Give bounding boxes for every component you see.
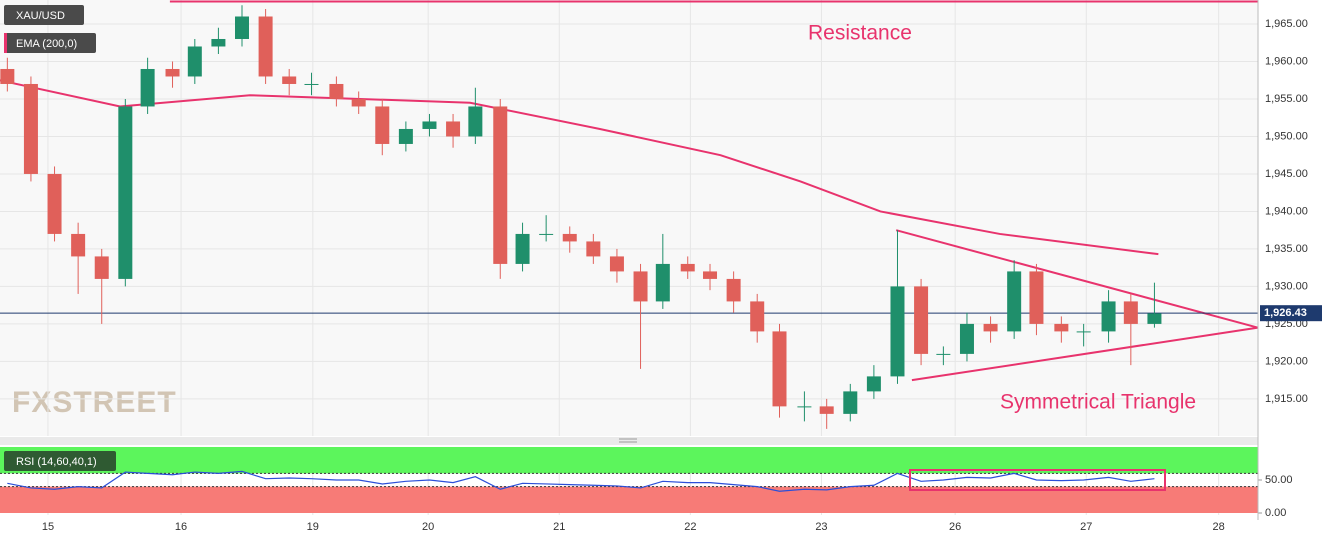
panel-divider[interactable]	[0, 437, 1258, 445]
candle-body	[983, 323, 998, 332]
y-tick-label: 0.00	[1265, 507, 1286, 519]
candle-body	[47, 173, 62, 234]
candle-body	[258, 16, 273, 77]
annotation: Resistance	[808, 22, 912, 45]
candle-body	[211, 38, 226, 47]
candle-body	[118, 106, 133, 279]
y-tick-label: 1,920.00	[1265, 355, 1308, 367]
candle-body	[633, 271, 648, 302]
y-tick-label: 1,930.00	[1265, 280, 1308, 292]
candle-body	[165, 68, 180, 77]
annotation: Symmetrical Triangle	[1000, 391, 1196, 414]
y-tick-label: 1,955.00	[1265, 93, 1308, 105]
candle-body	[351, 98, 366, 107]
indicator-label: EMA (200,0)	[16, 38, 77, 50]
candle-body	[1101, 301, 1116, 332]
candle-body	[282, 76, 297, 84]
trendline	[911, 326, 1259, 382]
symbol-badge[interactable]	[4, 5, 84, 25]
candle-body	[890, 286, 905, 377]
candle-body	[866, 376, 881, 392]
candle-body	[609, 256, 624, 272]
y-tick-label: 1,940.00	[1265, 205, 1308, 217]
candle-body	[235, 16, 250, 39]
candle-body	[726, 278, 741, 302]
candle-body	[304, 83, 319, 85]
x-tick-label: 15	[42, 521, 54, 533]
rsi-badge[interactable]	[4, 451, 116, 471]
y-tick-label: 1,915.00	[1265, 393, 1308, 405]
candle-body	[515, 233, 530, 264]
candle-body	[94, 256, 109, 279]
candle-body	[23, 83, 38, 174]
candle-body	[703, 271, 718, 279]
y-tick-label: 1,960.00	[1265, 55, 1308, 67]
indicator-swatch	[4, 33, 7, 53]
x-tick-label: 20	[422, 521, 434, 533]
candle-body	[539, 233, 554, 235]
candle-body	[914, 286, 929, 354]
candle-body	[655, 263, 670, 302]
candle-body	[71, 233, 86, 257]
highlight-box	[909, 469, 1166, 491]
candle-body	[843, 391, 858, 414]
candle-body	[446, 121, 461, 137]
candle-body	[936, 353, 951, 355]
y-tick-label: 50.00	[1265, 474, 1293, 486]
candle-body	[493, 106, 508, 264]
candle-body	[398, 128, 413, 144]
candle-body	[1029, 271, 1044, 324]
candle-body	[772, 331, 787, 407]
symbol: XAU/USD	[16, 10, 65, 22]
x-tick-label: 16	[175, 521, 187, 533]
candle-body	[422, 121, 437, 129]
indicator-badge[interactable]	[4, 33, 96, 53]
x-tick-label: 22	[684, 521, 696, 533]
x-tick-label: 21	[553, 521, 565, 533]
candle-body	[1076, 331, 1091, 333]
y-tick-label: 1,945.00	[1265, 168, 1308, 180]
ema-line	[0, 79, 1159, 256]
candle-body	[797, 406, 812, 408]
price-badge	[1260, 305, 1322, 322]
y-tick-label: 1,935.00	[1265, 243, 1308, 255]
x-tick-label: 28	[1213, 521, 1225, 533]
candle-body	[1123, 301, 1138, 324]
rsi-line	[7, 470, 1155, 492]
x-tick-label: 19	[307, 521, 319, 533]
candle-body	[375, 106, 390, 144]
candle-body	[468, 106, 483, 137]
candle-body	[329, 83, 344, 99]
x-tick-label: 27	[1080, 521, 1092, 533]
candle-body	[0, 68, 15, 84]
y-tick-label: 1,950.00	[1265, 130, 1308, 142]
x-tick-label: 26	[949, 521, 961, 533]
candle-body	[1147, 313, 1162, 324]
candle-body	[586, 241, 601, 257]
price-label: 1,926.43	[1264, 307, 1307, 319]
candle-body	[140, 68, 155, 107]
candle-body	[1007, 271, 1022, 332]
candle-body	[819, 406, 834, 414]
trendline	[895, 229, 1259, 329]
candle-body	[959, 323, 974, 354]
watermark: FXSTREET	[12, 386, 177, 419]
y-tick-label: 1,965.00	[1265, 18, 1308, 30]
candle-body	[680, 263, 695, 272]
candle-body	[1054, 323, 1069, 332]
candle-body	[750, 301, 765, 332]
x-tick-label: 23	[815, 521, 827, 533]
candle-body	[562, 233, 577, 242]
rsi-label: RSI (14,60,40,1)	[16, 456, 97, 468]
plot-area	[0, 0, 1258, 436]
candle-body	[187, 46, 202, 77]
